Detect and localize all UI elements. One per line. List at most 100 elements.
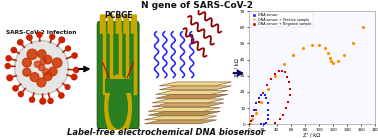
Point <box>253 102 259 104</box>
Y-axis label: Z'' / kΩ: Z'' / kΩ <box>234 58 239 77</box>
Legend: DNA sensor, DNA sensor + Positive sample, DNA sensor + Negative sample: DNA sensor, DNA sensor + Positive sample… <box>250 12 313 27</box>
Point <box>265 109 271 111</box>
FancyBboxPatch shape <box>97 22 139 128</box>
Point <box>283 107 289 109</box>
Circle shape <box>48 98 53 104</box>
Point <box>273 121 279 124</box>
Point <box>256 97 262 99</box>
Circle shape <box>40 58 46 64</box>
Point <box>273 75 279 77</box>
Point <box>287 94 293 96</box>
Point <box>246 123 253 125</box>
Point <box>249 118 255 120</box>
Circle shape <box>34 61 40 67</box>
FancyBboxPatch shape <box>116 14 122 34</box>
Point <box>287 87 293 90</box>
Circle shape <box>37 32 42 37</box>
FancyBboxPatch shape <box>131 14 137 34</box>
Point <box>335 60 341 62</box>
FancyBboxPatch shape <box>105 79 132 93</box>
Circle shape <box>39 64 45 71</box>
Text: N gene of SARS-CoV-2: N gene of SARS-CoV-2 <box>141 1 253 10</box>
Polygon shape <box>152 99 224 103</box>
Point <box>258 94 264 96</box>
Point <box>285 100 291 103</box>
Point <box>250 115 256 117</box>
Point <box>276 70 282 72</box>
Polygon shape <box>159 86 232 90</box>
Point <box>322 47 328 49</box>
Text: PCBGE: PCBGE <box>104 11 132 20</box>
FancyBboxPatch shape <box>107 14 113 34</box>
Circle shape <box>38 50 46 58</box>
Point <box>246 123 253 125</box>
Point <box>328 60 334 62</box>
Polygon shape <box>156 90 228 94</box>
Point <box>282 71 288 74</box>
Text: Label-free electrochemical DNA biosensor: Label-free electrochemical DNA biosensor <box>67 128 265 137</box>
Circle shape <box>18 92 23 97</box>
Circle shape <box>11 47 16 53</box>
Point <box>277 118 283 120</box>
Circle shape <box>27 49 37 59</box>
Circle shape <box>109 85 127 128</box>
Point <box>341 54 347 56</box>
Point <box>253 112 259 114</box>
Circle shape <box>13 86 18 91</box>
Circle shape <box>27 35 32 40</box>
Circle shape <box>53 58 62 68</box>
Point <box>316 44 322 46</box>
Circle shape <box>59 93 64 98</box>
Polygon shape <box>159 82 232 86</box>
Point <box>248 120 254 122</box>
Point <box>259 123 265 125</box>
Polygon shape <box>144 116 217 120</box>
Circle shape <box>43 72 52 81</box>
Circle shape <box>37 78 46 87</box>
Polygon shape <box>144 120 217 124</box>
Point <box>253 109 259 111</box>
Point <box>260 92 266 95</box>
Circle shape <box>50 34 55 39</box>
Point <box>279 70 285 72</box>
Circle shape <box>49 67 57 76</box>
Point <box>263 121 270 124</box>
Point <box>249 115 255 117</box>
Circle shape <box>59 37 65 43</box>
Text: SARS-CoV-2 infection: SARS-CoV-2 infection <box>6 30 77 35</box>
Point <box>265 118 271 120</box>
Point <box>264 84 270 87</box>
Point <box>256 100 262 103</box>
Circle shape <box>105 75 132 138</box>
FancyBboxPatch shape <box>100 14 106 34</box>
Point <box>268 78 274 80</box>
Point <box>260 92 266 95</box>
Point <box>286 81 292 83</box>
Circle shape <box>22 58 31 67</box>
Point <box>259 100 265 103</box>
Point <box>248 120 254 122</box>
Circle shape <box>72 53 77 58</box>
Circle shape <box>29 97 35 102</box>
Point <box>265 102 271 104</box>
Circle shape <box>65 85 70 89</box>
Point <box>251 109 257 111</box>
Point <box>265 113 271 116</box>
Point <box>325 52 331 54</box>
Point <box>300 47 306 49</box>
Circle shape <box>71 74 77 80</box>
Point <box>261 123 267 125</box>
Point <box>350 42 356 44</box>
Circle shape <box>15 41 68 95</box>
Point <box>265 87 271 90</box>
Circle shape <box>30 73 39 82</box>
Circle shape <box>23 68 31 76</box>
Circle shape <box>18 40 23 45</box>
Circle shape <box>43 69 49 75</box>
Point <box>281 63 287 66</box>
Circle shape <box>40 98 46 104</box>
Circle shape <box>5 63 10 69</box>
FancyBboxPatch shape <box>123 14 129 34</box>
Point <box>247 123 253 125</box>
Polygon shape <box>148 107 220 111</box>
